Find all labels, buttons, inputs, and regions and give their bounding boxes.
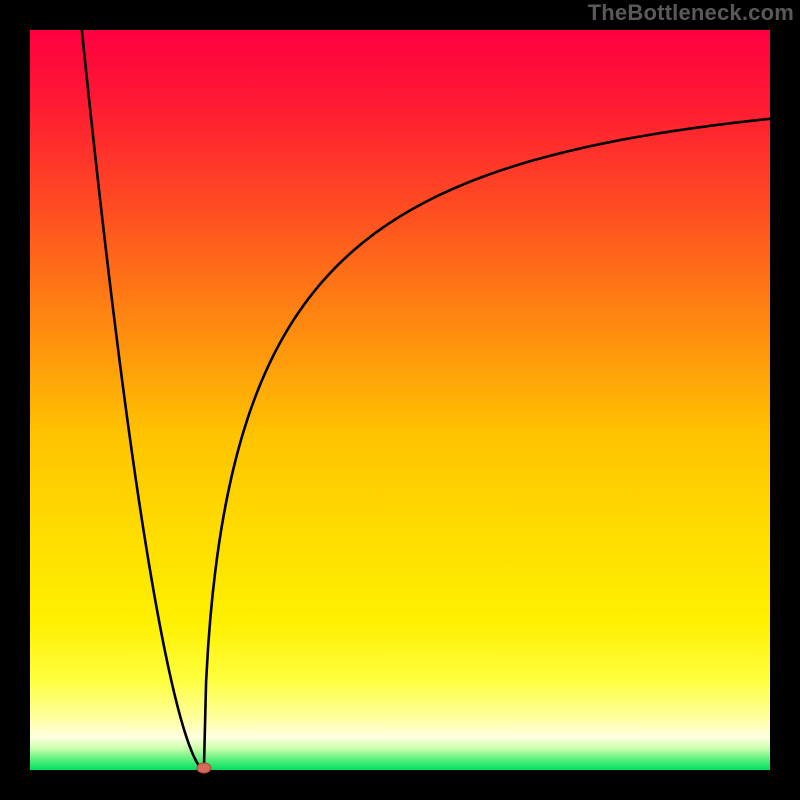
chart-container: TheBottleneck.com (0, 0, 800, 800)
gradient-chart (0, 0, 800, 800)
optimal-point-marker (197, 763, 211, 773)
watermark-text: TheBottleneck.com (588, 0, 794, 26)
gradient-background (30, 30, 770, 770)
